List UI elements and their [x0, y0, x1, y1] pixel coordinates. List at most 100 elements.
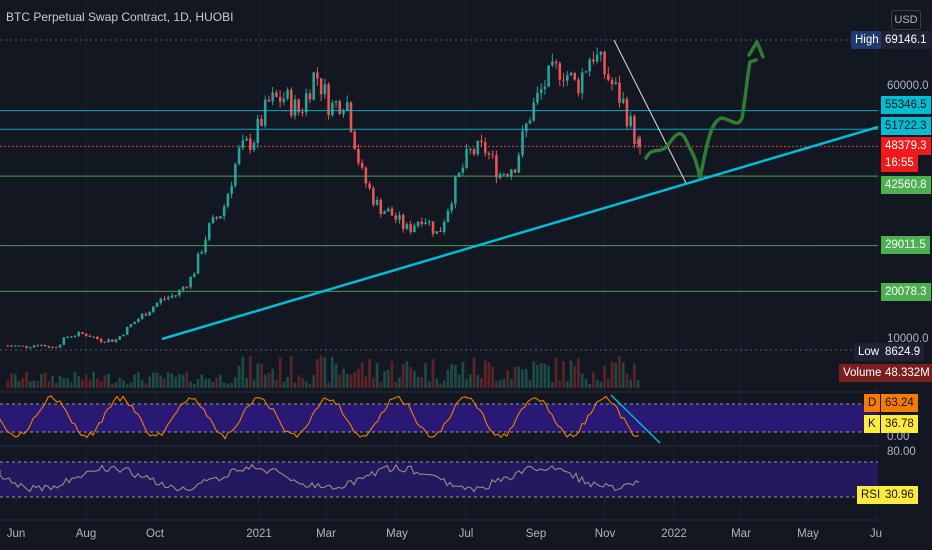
axis-10000: 10000.0	[887, 333, 929, 345]
candle-body	[405, 224, 409, 229]
candle-body	[230, 185, 233, 194]
candle-body	[282, 98, 286, 102]
volume-bar	[133, 374, 137, 388]
candle-body	[551, 61, 554, 66]
volume-bar	[439, 383, 442, 388]
candle-body	[424, 222, 427, 224]
volume-bar	[580, 373, 584, 388]
volume-bar	[289, 355, 293, 388]
candle-body	[401, 214, 405, 229]
stoch-axis-zero: 0.00	[887, 431, 910, 443]
volume-bar	[390, 361, 394, 388]
candle-body	[152, 306, 155, 312]
volume-bar	[413, 371, 416, 388]
candle-body	[271, 92, 274, 102]
volume-bar	[28, 381, 32, 388]
candle-body	[304, 93, 308, 113]
volume-bar	[562, 360, 565, 388]
volume-bar	[114, 382, 118, 388]
volume-value: 48.332M	[881, 364, 932, 382]
volume-bar	[125, 383, 129, 388]
volume-bar	[103, 375, 107, 388]
candle-body	[457, 172, 461, 177]
volume-bar	[450, 364, 454, 388]
chart-title: BTC Perpetual Swap Contract, 1D, HUOBI	[6, 10, 234, 24]
volume-bar	[252, 379, 256, 388]
candle-body	[349, 102, 353, 132]
candle-body	[92, 336, 95, 338]
candle-body	[252, 142, 256, 150]
volume-bar	[543, 363, 547, 388]
volume-bar	[297, 375, 301, 388]
candle-body	[360, 162, 364, 168]
volume-bar	[334, 363, 338, 388]
candle-body	[77, 332, 80, 336]
volume-bar	[233, 377, 237, 388]
candle-body	[599, 51, 603, 55]
volume-bar	[174, 377, 178, 388]
low-value: 8624.9	[881, 343, 925, 361]
x-label: 2022	[661, 528, 687, 540]
level-55346: 55346.5	[881, 96, 931, 114]
volume-bar	[465, 378, 468, 388]
volume-bar	[62, 377, 66, 388]
volume-bar	[282, 381, 286, 388]
candle-body	[125, 326, 129, 335]
candle-body	[159, 298, 163, 303]
candle-body	[293, 99, 297, 116]
volume-bar	[6, 380, 10, 388]
volume-bar	[409, 367, 413, 388]
candle-body	[312, 72, 315, 100]
candle-body	[607, 74, 610, 81]
volume-bar	[73, 371, 77, 388]
candle-body	[32, 345, 36, 348]
volume-bar	[170, 373, 174, 388]
rsi-band	[0, 462, 878, 497]
indicator-panels	[0, 391, 878, 521]
volume-bar	[495, 380, 498, 388]
volume-bar	[565, 381, 569, 388]
volume-bar	[550, 382, 554, 388]
candle-body	[99, 339, 103, 342]
candle-body	[629, 116, 632, 127]
volume-bar	[77, 375, 81, 388]
volume-bar	[107, 373, 110, 388]
volume-bar	[129, 382, 133, 388]
candle-body	[331, 102, 334, 116]
candle-body	[319, 78, 323, 95]
candle-body	[81, 332, 84, 334]
candle-body	[290, 89, 293, 116]
volume-bar	[379, 382, 383, 388]
candle-body	[539, 89, 543, 93]
level-lines	[0, 39, 878, 351]
candle-body	[70, 336, 73, 338]
candle-body	[286, 89, 289, 99]
candle-body	[96, 336, 99, 340]
volume-bar	[21, 377, 25, 388]
volume-bar	[230, 383, 233, 388]
candles	[6, 47, 641, 349]
volume-bar	[84, 374, 88, 388]
candle-body	[245, 138, 248, 141]
candle-body	[547, 65, 550, 87]
candle-body	[536, 92, 539, 103]
x-label: Sep	[525, 528, 547, 540]
volume-bar	[155, 372, 159, 388]
volume-bar	[588, 383, 592, 388]
candle-body	[237, 147, 241, 165]
volume-bar	[599, 382, 603, 388]
currency-button[interactable]: USD	[891, 10, 921, 30]
volume-bar	[51, 375, 54, 388]
volume-bar	[301, 377, 304, 388]
candle-body	[554, 61, 558, 64]
candle-body	[316, 72, 319, 79]
candle-body	[189, 276, 192, 288]
candle-body	[353, 131, 356, 150]
volume-bar	[159, 375, 163, 388]
volume-bar	[442, 380, 446, 388]
high-value: 69146.1	[881, 31, 931, 49]
volume-bar	[271, 368, 275, 388]
candle-body	[510, 169, 513, 176]
candle-body	[435, 231, 439, 234]
